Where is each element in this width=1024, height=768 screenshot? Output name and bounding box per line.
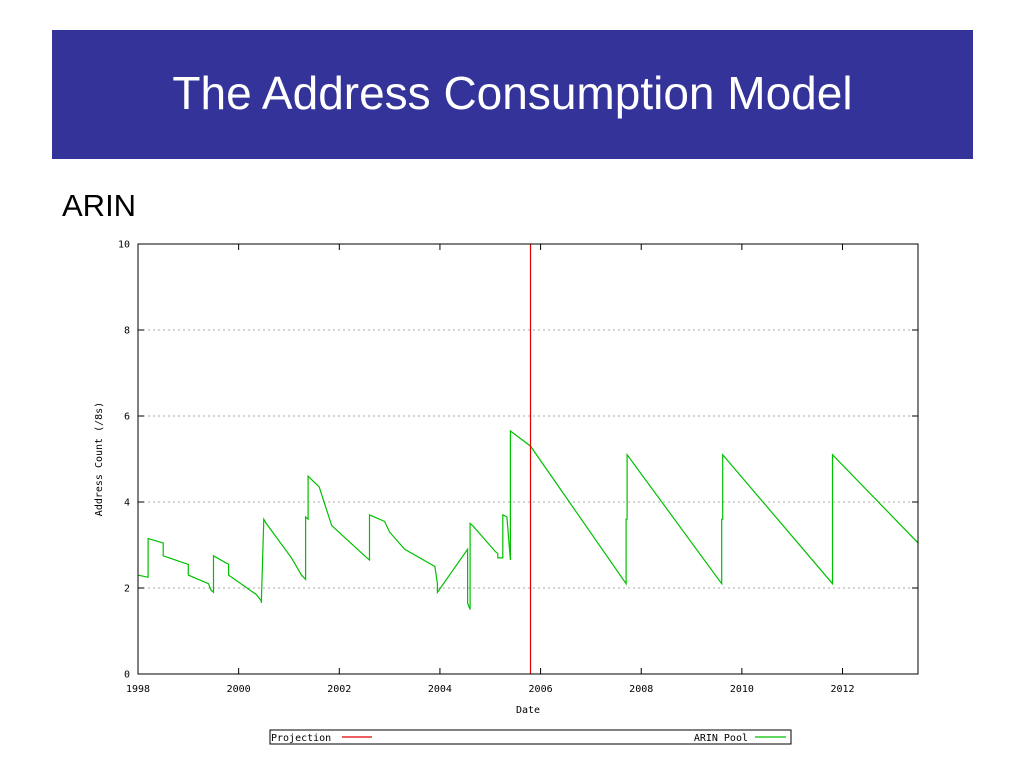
y-tick-label-2: 2	[124, 584, 130, 595]
grid-lines	[138, 329, 918, 589]
y-tick-label-6: 6	[124, 412, 130, 423]
legend-label-projection: Projection	[271, 733, 331, 744]
slide-subtitle: ARIN	[62, 188, 137, 223]
x-tick-label-2010: 2010	[730, 684, 754, 695]
legend-label-arin-pool: ARIN Pool	[694, 733, 748, 744]
legend-box	[269, 729, 792, 745]
y-tick-label-0: 0	[124, 670, 130, 681]
y-tick-label-10: 10	[118, 240, 130, 251]
series-line-0	[137, 429, 919, 610]
axis-ticks: 0 2 4 6 8 10 1998 2000 2002 2004 2006 2008 2010 2012	[118, 240, 918, 695]
x-tick-label-2008: 2008	[629, 684, 653, 695]
x-tick-label-1998: 1998	[126, 684, 150, 695]
series-layer	[137, 244, 919, 674]
x-tick-label-2006: 2006	[529, 684, 553, 695]
y-tick-label-4: 4	[124, 498, 130, 509]
x-axis-label: Date	[516, 705, 540, 716]
plot-frame	[137, 243, 919, 675]
slide-title: The Address Consumption Model	[172, 66, 853, 119]
x-tick-label-2004: 2004	[428, 684, 452, 695]
y-axis-label: Address Count (/8s)	[94, 402, 105, 516]
x-tick-label-2000: 2000	[227, 684, 251, 695]
x-tick-label-2002: 2002	[327, 684, 351, 695]
legend: Projection ARIN Pool	[269, 729, 792, 745]
x-tick-label-2012: 2012	[830, 684, 854, 695]
slide-title-bar: The Address Consumption Model	[52, 30, 973, 159]
y-tick-label-8: 8	[124, 326, 130, 337]
